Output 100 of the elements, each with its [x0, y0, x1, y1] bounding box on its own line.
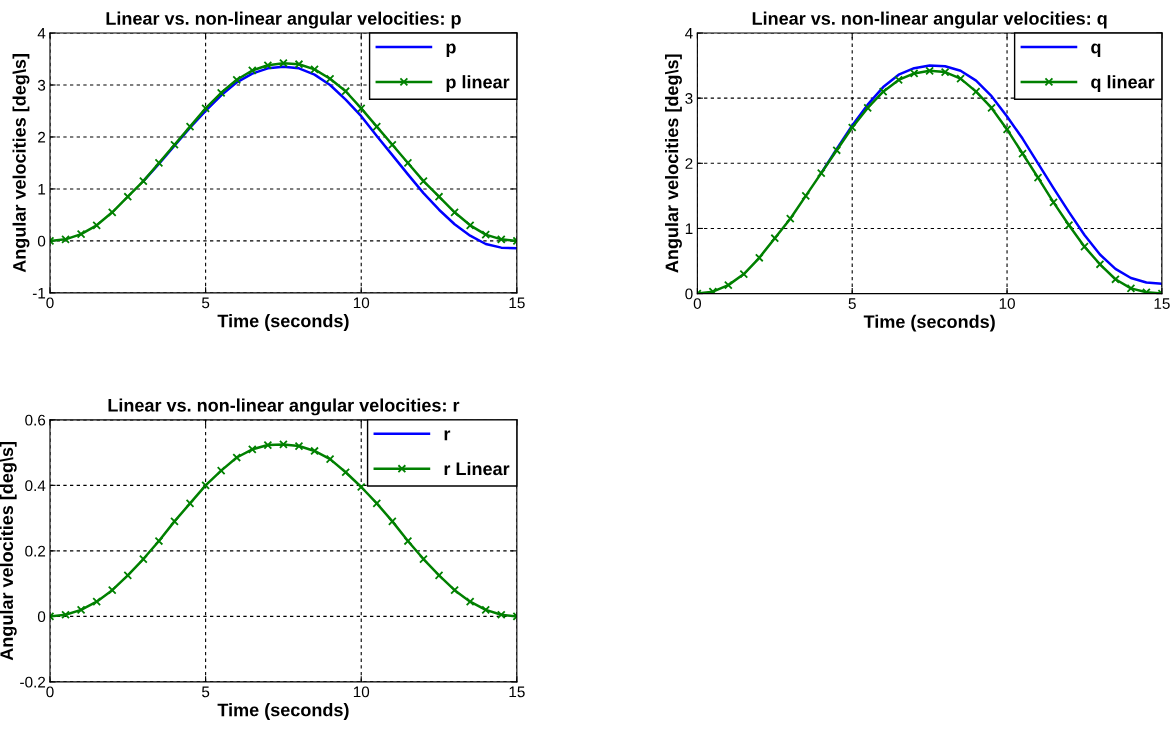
point: [279, 58, 288, 68]
y-tick-label: 4: [685, 28, 693, 39]
point: [154, 536, 164, 546]
point: [956, 74, 965, 84]
y-tick-label: -1: [32, 287, 46, 299]
x-tick-label: 15: [1154, 298, 1170, 309]
y-tick-label: 0.4: [25, 480, 46, 492]
point: [1033, 173, 1043, 183]
x-tick-label: 5: [201, 686, 210, 698]
point: [863, 103, 873, 113]
point: [403, 158, 413, 168]
y-tick-label: -0.2: [20, 676, 46, 688]
point: [450, 207, 459, 217]
x-tick-label: 10: [999, 298, 1015, 309]
point: [785, 214, 795, 224]
x-tick-label: 0: [46, 297, 54, 309]
point: [76, 605, 86, 615]
legend-label: q: [1091, 43, 1101, 58]
y-axis-title: Angular velocities [deg\s]: [0, 442, 17, 661]
point: [138, 176, 148, 186]
x-tick-label: 10: [353, 297, 370, 309]
x-axis-title: Time (seconds): [217, 314, 349, 331]
y-tick-label: 1: [685, 223, 693, 234]
point: [1018, 149, 1027, 158]
point: [123, 571, 133, 580]
point: [481, 230, 491, 240]
point: [185, 122, 195, 131]
y-tick-label: 0.2: [25, 545, 46, 557]
point: [832, 145, 842, 155]
chart-title: Linear vs. non-linear angular velocities: r: [108, 398, 460, 416]
chart-title: Linear vs. non-linear angular velocities: q: [752, 11, 1107, 29]
point: [263, 60, 273, 70]
point: [847, 123, 857, 132]
point: [247, 66, 257, 75]
point: [310, 446, 319, 456]
y-tick-label: 0: [685, 288, 693, 300]
legend-label: r Linear: [444, 461, 510, 476]
y-axis-title: Angular velocities [deg\s]: [12, 54, 30, 273]
point: [232, 453, 242, 462]
y-tick-label: 2: [38, 131, 46, 143]
point: [341, 467, 351, 477]
point: [754, 253, 764, 263]
point: [294, 59, 304, 69]
y-tick-label: 0: [37, 235, 46, 247]
point: [356, 104, 366, 113]
point: [201, 480, 210, 490]
point: [170, 140, 179, 150]
point: [76, 229, 86, 239]
point: [1095, 259, 1105, 269]
legend-label: q linear: [1091, 75, 1155, 92]
point: [263, 440, 273, 450]
point: [739, 269, 749, 279]
point: [356, 482, 366, 492]
point: [341, 86, 351, 96]
point: [107, 207, 117, 217]
point: [61, 234, 70, 244]
point: [434, 192, 444, 202]
point: [1126, 284, 1136, 293]
legend-label: p: [446, 43, 456, 58]
point: [971, 87, 981, 97]
legend-label: r: [444, 430, 451, 441]
point: [154, 158, 164, 168]
point: [894, 75, 904, 85]
point: [1002, 125, 1012, 134]
x-tick-label: 10: [353, 686, 370, 698]
point: [123, 192, 133, 202]
point: [419, 554, 428, 564]
x-tick-label: 15: [509, 297, 525, 309]
point: [403, 536, 413, 546]
point: [496, 610, 506, 620]
point: [216, 88, 226, 98]
point: [496, 234, 506, 244]
y-tick-label: 2: [685, 158, 693, 169]
point: [465, 220, 475, 230]
legend-label: p linear: [446, 75, 510, 92]
point: [310, 65, 319, 74]
point: [92, 220, 102, 230]
point: [387, 517, 397, 526]
y-tick-label: 0.6: [25, 414, 46, 426]
point: [92, 597, 102, 607]
point: [801, 191, 811, 201]
point: [909, 69, 919, 78]
y-tick-label: 1: [38, 183, 46, 195]
point: [1049, 198, 1058, 207]
x-axis-title: Time (seconds): [863, 314, 995, 332]
point: [925, 66, 935, 76]
chart-title: Linear vs. non-linear angular velocities: p: [106, 11, 461, 29]
x-tick-label: 0: [46, 686, 54, 698]
point: [61, 610, 70, 620]
x-tick-label: 15: [509, 686, 525, 698]
y-tick-label: 0: [37, 611, 46, 623]
point: [216, 466, 226, 475]
point: [325, 454, 335, 464]
point: [770, 233, 780, 243]
point: [279, 440, 288, 449]
point: [465, 597, 475, 607]
point: [107, 585, 117, 595]
point: [1064, 220, 1074, 230]
point: [481, 605, 491, 615]
point: [1080, 242, 1089, 252]
